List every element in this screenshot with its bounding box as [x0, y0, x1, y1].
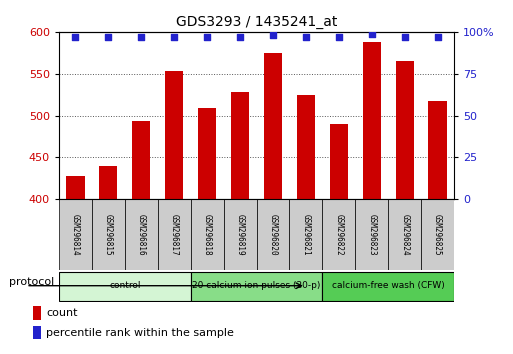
Bar: [421, 199, 454, 270]
Text: count: count: [46, 308, 77, 318]
Bar: [363, 42, 381, 199]
Text: percentile rank within the sample: percentile rank within the sample: [46, 327, 234, 338]
Bar: [330, 124, 348, 199]
Bar: [158, 199, 191, 270]
Bar: [66, 176, 85, 199]
Text: GSM296814: GSM296814: [71, 214, 80, 256]
Text: GSM296823: GSM296823: [367, 214, 376, 256]
Bar: [297, 95, 315, 199]
Point: [401, 34, 409, 40]
Point: [137, 34, 145, 40]
Bar: [33, 326, 41, 339]
Bar: [165, 71, 183, 199]
Bar: [322, 199, 355, 270]
Text: GSM296825: GSM296825: [433, 214, 442, 256]
Bar: [355, 199, 388, 270]
Point: [433, 34, 442, 40]
Text: GSM296821: GSM296821: [301, 214, 310, 256]
Point: [104, 34, 112, 40]
Text: GSM296817: GSM296817: [170, 214, 179, 256]
Bar: [256, 199, 289, 270]
Text: GSM296824: GSM296824: [400, 214, 409, 256]
Bar: [100, 166, 117, 199]
Text: control: control: [109, 281, 141, 290]
Bar: [92, 199, 125, 270]
Text: GSM296815: GSM296815: [104, 214, 113, 256]
Bar: [132, 121, 150, 199]
Point: [203, 34, 211, 40]
Bar: [289, 199, 322, 270]
Point: [368, 31, 376, 36]
Bar: [428, 101, 447, 199]
Text: GSM296819: GSM296819: [235, 214, 245, 256]
Bar: [198, 108, 216, 199]
Bar: [388, 199, 421, 270]
Text: GSM296818: GSM296818: [203, 214, 212, 256]
Bar: [322, 272, 454, 301]
Bar: [231, 92, 249, 199]
Point: [236, 34, 244, 40]
Title: GDS3293 / 1435241_at: GDS3293 / 1435241_at: [176, 16, 337, 29]
Point: [302, 34, 310, 40]
Bar: [125, 199, 158, 270]
Point: [269, 32, 277, 38]
Point: [170, 34, 179, 40]
Text: GSM296822: GSM296822: [334, 214, 343, 256]
Text: GSM296816: GSM296816: [137, 214, 146, 256]
Text: 20 calcium ion pulses (20-p): 20 calcium ion pulses (20-p): [192, 281, 321, 290]
Bar: [191, 199, 224, 270]
Bar: [33, 306, 41, 320]
Point: [71, 34, 80, 40]
Bar: [59, 272, 191, 301]
Text: calcium-free wash (CFW): calcium-free wash (CFW): [332, 281, 445, 290]
Bar: [191, 272, 322, 301]
Point: [334, 34, 343, 40]
Bar: [224, 199, 256, 270]
Text: protocol: protocol: [9, 276, 54, 286]
Text: GSM296820: GSM296820: [268, 214, 278, 256]
Bar: [59, 199, 92, 270]
Bar: [264, 53, 282, 199]
Bar: [396, 61, 413, 199]
